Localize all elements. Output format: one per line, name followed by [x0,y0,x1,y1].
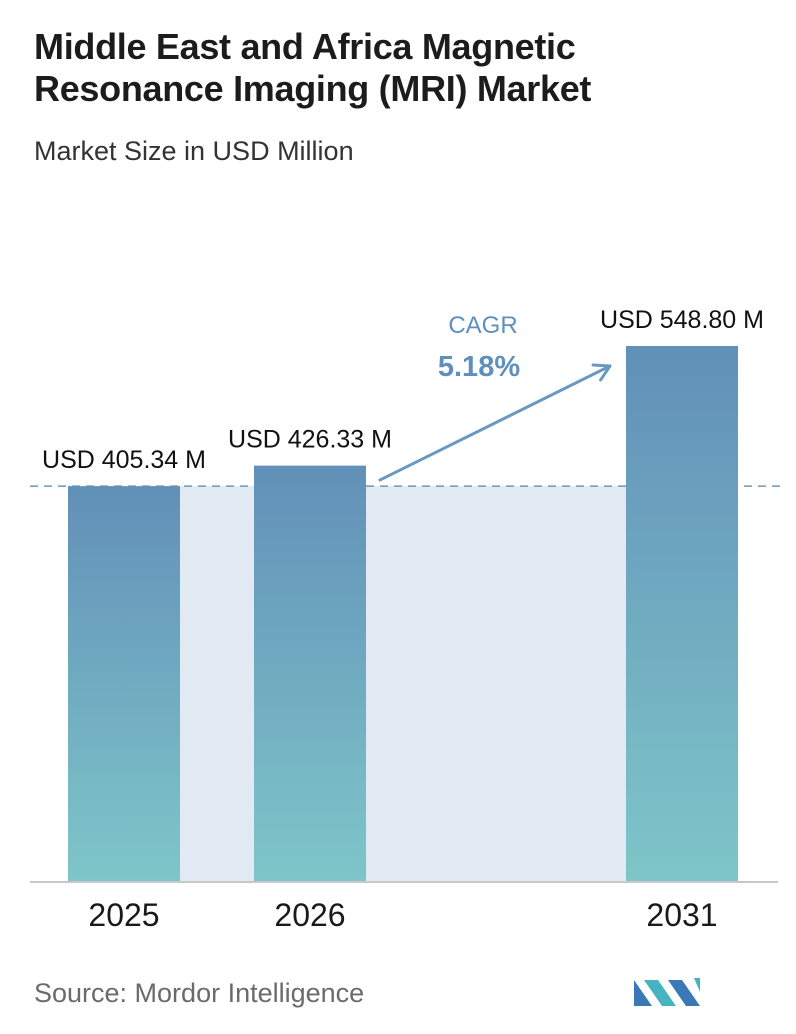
data-label-2026: USD 426.33 M [228,426,392,454]
bar-2031 [626,346,738,882]
data-label-2031: USD 548.80 M [600,306,764,334]
x-tick-2031: 2031 [646,897,717,933]
source-note: Source: Mordor Intelligence [34,978,365,1008]
chart-subtitle: Market Size in USD Million [34,136,354,166]
cagr-value: 5.18% [438,351,520,383]
bar-chart: USD 405.34 M USD 426.33 M USD 548.80 M 202… [30,306,780,933]
cagr-arrow [378,363,612,482]
connector-band [366,486,626,882]
cagr-label: CAGR [448,312,517,339]
mordor-intelligence-logo-icon [634,978,700,1006]
data-label-2025: USD 405.34 M [42,446,206,474]
connector-band [180,486,254,882]
bar-2026 [254,465,366,882]
bar-2025 [68,486,180,882]
x-tick-2026: 2026 [274,897,345,933]
chart-title: Middle East and Africa Magnetic Resonanc… [34,26,592,109]
x-tick-2025: 2025 [88,897,159,933]
